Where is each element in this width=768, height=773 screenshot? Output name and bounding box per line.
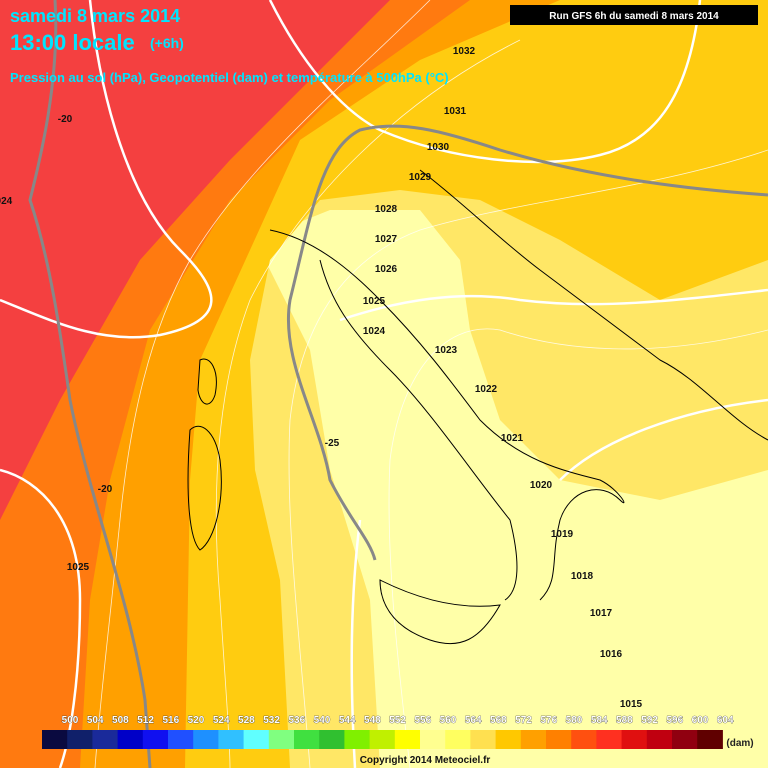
colorbar-label: 604: [717, 715, 734, 726]
colorbar-label: 564: [465, 715, 482, 726]
colorbar-swatch: [621, 730, 648, 749]
colorbar-swatch: [394, 730, 421, 749]
colorbar-label: 500: [62, 715, 79, 726]
colorbar-swatch: [168, 730, 194, 749]
isobar-label: 1024: [363, 326, 386, 337]
colorbar-label: 592: [641, 715, 658, 726]
colorbar-swatch: [470, 730, 497, 749]
colorbar-label: 560: [440, 715, 457, 726]
colorbar-label: 516: [162, 715, 179, 726]
colorbar-label: 552: [389, 715, 406, 726]
colorbar-label: 568: [490, 715, 507, 726]
colorbar-label: 540: [314, 715, 331, 726]
colorbar-swatch: [596, 730, 623, 749]
temperature-label: -25: [325, 438, 340, 449]
isotherms: [28, 0, 768, 769]
colorbar-swatch: [672, 730, 698, 749]
colorbar-label: 576: [540, 715, 557, 726]
isobar-label: 1020: [530, 480, 553, 491]
colorbar-swatch: [92, 730, 119, 749]
colorbar-swatch: [495, 730, 522, 749]
colorbar-label: 508: [112, 715, 129, 726]
colorbar-label: 588: [616, 715, 633, 726]
colorbar-label: 528: [238, 715, 255, 726]
colorbar-swatch: [67, 730, 93, 749]
subtitle: Pression au sol (hPa), Geopotentiel (dam…: [10, 70, 449, 85]
colorbar-unit: (dam): [726, 738, 753, 749]
colorbar-label: 600: [692, 715, 709, 726]
isobar-label: 1015: [620, 699, 643, 710]
isobar-label: 1031: [444, 106, 467, 117]
colorbar-swatch: [319, 730, 345, 749]
colorbar-swatch: [344, 730, 371, 749]
run-box: [510, 5, 758, 25]
colorbar-label: 584: [591, 715, 608, 726]
colorbar-label: 512: [137, 715, 154, 726]
isobar-label: 1016: [600, 649, 623, 660]
colorbar-swatch: [369, 730, 396, 749]
colorbar-swatch: [218, 730, 245, 749]
colorbar-label: 556: [414, 715, 431, 726]
colorbar-swatch: [571, 730, 597, 749]
isobar-label: 1018: [571, 571, 594, 582]
date: samedi 8 mars 2014: [10, 6, 180, 26]
colorbar-swatch: [243, 730, 270, 749]
colorbar-swatch: [142, 730, 169, 749]
colorbar-label: 580: [566, 715, 583, 726]
colorbar-swatch: [268, 730, 295, 749]
colorbar-label: 524: [213, 715, 230, 726]
colorbar-swatch: [294, 730, 320, 749]
time: 13:00 locale: [10, 30, 135, 55]
isobar-label: 1028: [375, 204, 398, 215]
isobar-label: 1024: [0, 196, 13, 207]
colorbar-label: 596: [666, 715, 683, 726]
temperature-label: -20: [58, 114, 73, 125]
colorbar-swatch: [697, 730, 723, 749]
temp-band: [0, 0, 390, 520]
isobar-label: 1027: [375, 234, 398, 245]
isobar-label: 1021: [501, 433, 524, 444]
colorbar-swatch: [42, 730, 68, 749]
colorbar-swatch: [520, 730, 547, 749]
isobar-label: 1029: [409, 172, 432, 183]
colorbar-swatch: [646, 730, 673, 749]
isobar-label: 1025: [67, 562, 90, 573]
isohypses: [94, 0, 768, 769]
colorbar-label: 572: [515, 715, 532, 726]
colorbar-swatch: [420, 730, 446, 749]
isobar-label: 1017: [590, 608, 613, 619]
colorbar-swatch: [546, 730, 572, 749]
colorbar-label: 520: [188, 715, 205, 726]
copyright: Copyright 2014 Meteociel.fr: [360, 755, 491, 766]
colorbar-label: 544: [339, 715, 356, 726]
offset: (+6h): [150, 35, 184, 51]
run-info: Run GFS 6h du samedi 8 mars 2014: [549, 11, 719, 22]
isobar-label: 1030: [427, 142, 450, 153]
colorbar-label: 532: [263, 715, 280, 726]
temperature-label: -20: [98, 484, 113, 495]
colorbar-swatch: [117, 730, 144, 749]
isobar-label: 1019: [551, 529, 574, 540]
coastlines: [187, 169, 768, 645]
isobar-label: 1032: [453, 46, 476, 57]
isobar-label: 1025: [363, 296, 386, 307]
isobar-label: 1022: [475, 384, 498, 395]
colorbar-swatch: [193, 730, 219, 749]
colorbar-swatch: [445, 730, 471, 749]
isobar-label: 1023: [435, 345, 458, 356]
colorbar-label: 548: [364, 715, 381, 726]
isobar-label: 1026: [375, 264, 398, 275]
colorbar-label: 504: [87, 715, 104, 726]
colorbar-label: 536: [288, 715, 305, 726]
